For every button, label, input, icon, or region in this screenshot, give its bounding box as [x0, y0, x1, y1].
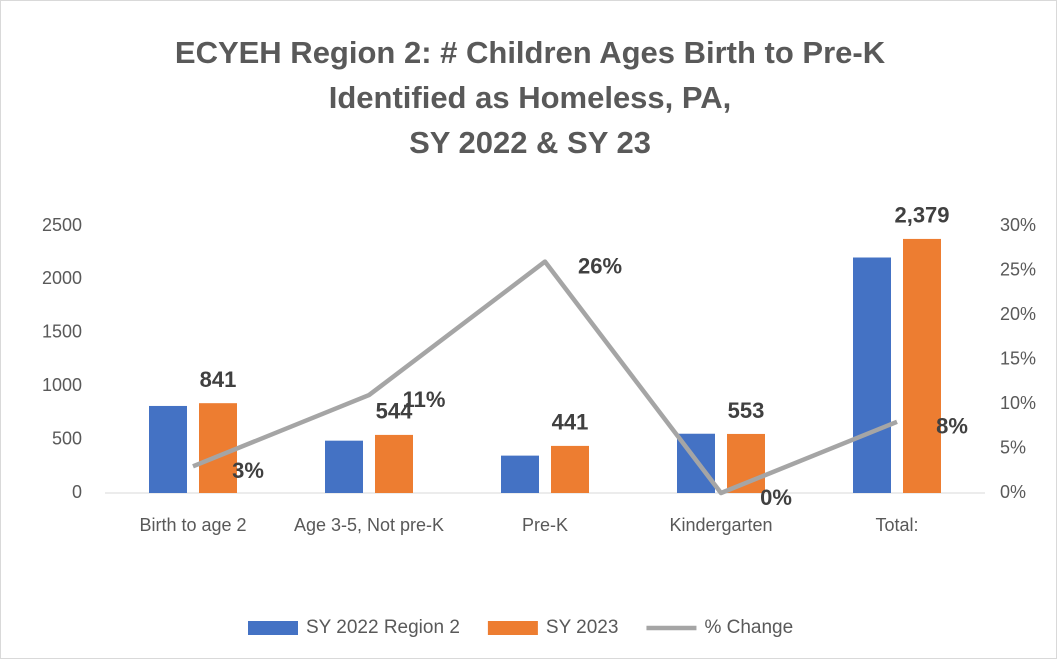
bar: [199, 403, 237, 493]
legend-label: SY 2023: [546, 617, 619, 638]
y2-tick-label: 15%: [1000, 348, 1036, 368]
y2-tick-label: 5%: [1000, 437, 1026, 457]
legend-swatch: [248, 621, 298, 635]
data-label: 553: [728, 398, 765, 423]
y2-tick-label: 30%: [1000, 215, 1036, 235]
bar: [375, 434, 413, 493]
legend-swatch: [487, 621, 538, 635]
chart-title: Identified as Homeless, PA,: [329, 80, 732, 115]
y2-tick-label: 25%: [1000, 259, 1036, 279]
x-tick-label: Birth to age 2: [139, 515, 246, 535]
bar: [903, 238, 941, 493]
data-label: 544: [376, 399, 413, 424]
x-tick-label: Total:: [875, 515, 918, 535]
y-tick-label: 1500: [42, 322, 82, 342]
legend-label: SY 2022 Region 2: [306, 617, 460, 638]
bar: [325, 440, 363, 493]
data-label: 841: [200, 367, 237, 392]
data-label: 2,379: [894, 203, 949, 228]
line: [192, 259, 898, 496]
y-tick-label: 2500: [42, 215, 82, 235]
y2-tick-label: 20%: [1000, 304, 1036, 324]
x-tick-label: Kindergarten: [669, 515, 772, 535]
y-tick-label: 1000: [42, 375, 82, 395]
bar: [551, 445, 589, 493]
data-label: 26%: [578, 253, 622, 278]
bar: [501, 455, 539, 493]
bar: [853, 257, 891, 493]
bar: [149, 405, 187, 493]
y-tick-label: 500: [52, 428, 82, 448]
y2-tick-label: 0%: [1000, 482, 1026, 502]
chart-title: SY 2022 & SY 23: [409, 125, 651, 160]
y-tick-label: 0: [72, 482, 82, 502]
y-tick-label: 2000: [42, 268, 82, 288]
x-tick-label: Pre-K: [522, 515, 568, 535]
x-tick-label: Age 3-5, Not pre-K: [294, 515, 444, 535]
data-label: 3%: [232, 458, 264, 483]
data-label: 11%: [403, 387, 446, 412]
legend-label: % Change: [704, 617, 793, 638]
chart-title: ECYEH Region 2: # Children Ages Birth to…: [175, 35, 886, 70]
y2-tick-label: 10%: [1000, 393, 1036, 413]
data-label: 8%: [936, 414, 968, 439]
data-label: 441: [552, 410, 589, 435]
data-label: 0%: [760, 485, 792, 510]
